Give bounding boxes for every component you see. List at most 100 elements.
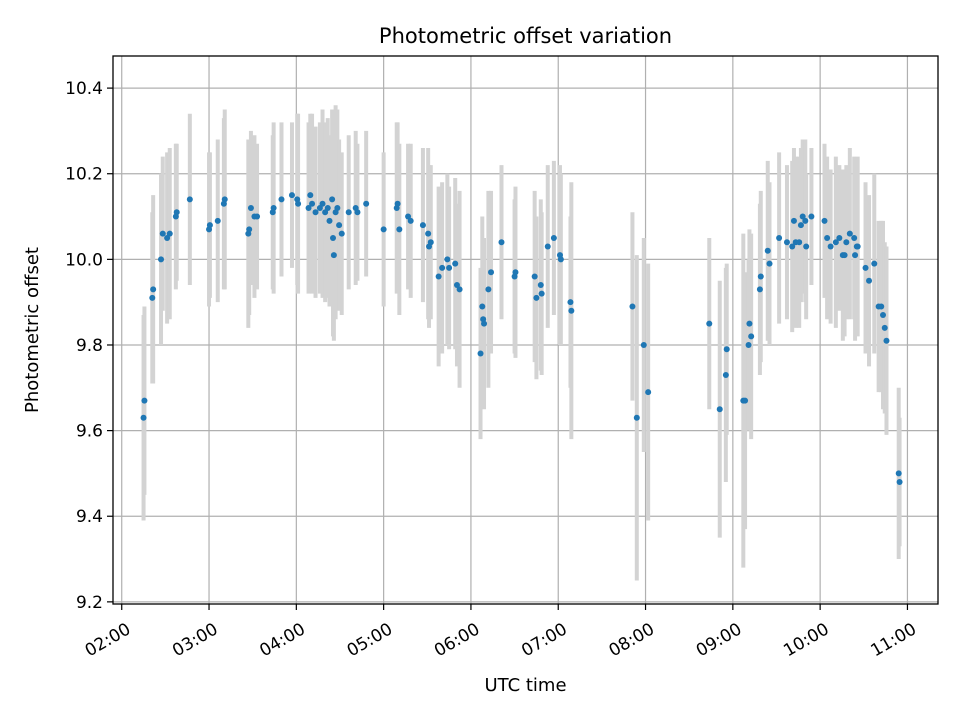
data-point	[538, 290, 545, 297]
data-point	[757, 273, 764, 280]
data-point	[363, 200, 370, 207]
data-point	[824, 234, 831, 241]
data-point	[846, 230, 853, 237]
data-point	[481, 320, 488, 327]
data-point	[640, 341, 647, 348]
data-point	[278, 196, 285, 203]
data-point	[862, 264, 869, 271]
data-point	[288, 192, 295, 199]
data-point	[338, 230, 345, 237]
data-point	[790, 217, 797, 224]
data-point	[557, 256, 564, 263]
data-point	[419, 222, 426, 229]
plot-frame	[112, 55, 939, 605]
data-points	[140, 192, 903, 485]
data-point	[140, 414, 147, 421]
data-point	[802, 217, 809, 224]
data-point	[723, 346, 730, 353]
data-point	[832, 239, 839, 246]
data-point	[425, 230, 432, 237]
data-point	[477, 350, 484, 357]
data-point	[537, 282, 544, 289]
data-point	[742, 397, 749, 404]
data-point	[803, 243, 810, 250]
data-point	[533, 294, 540, 301]
data-point	[821, 217, 828, 224]
data-point	[871, 260, 878, 267]
data-point	[567, 299, 574, 306]
data-point	[633, 414, 640, 421]
data-point	[866, 277, 873, 284]
data-point	[158, 256, 165, 263]
data-point	[334, 204, 341, 211]
data-point	[326, 217, 333, 224]
data-point	[329, 196, 336, 203]
data-point	[439, 264, 446, 271]
data-point	[645, 389, 652, 396]
y-tick-label: 9.6	[76, 422, 103, 442]
data-point	[878, 303, 885, 310]
y-tick-label: 9.8	[76, 336, 103, 356]
data-point	[883, 337, 890, 344]
data-point	[764, 247, 771, 254]
data-point	[159, 230, 166, 237]
data-point	[394, 200, 401, 207]
data-point	[827, 243, 834, 250]
data-point	[756, 286, 763, 293]
data-point	[716, 406, 723, 413]
y-tick-label: 9.4	[76, 507, 103, 527]
data-point	[745, 341, 752, 348]
data-point	[324, 204, 331, 211]
data-point	[319, 200, 326, 207]
x-axis-title: UTC time	[484, 675, 566, 696]
data-point	[141, 397, 148, 404]
y-tick-label: 10.4	[65, 79, 103, 99]
data-point	[748, 333, 755, 340]
data-point	[706, 320, 713, 327]
data-point	[896, 478, 903, 485]
data-point	[485, 286, 492, 293]
data-point	[880, 312, 886, 319]
data-point	[531, 273, 538, 280]
data-point	[305, 204, 312, 211]
data-point	[186, 196, 193, 203]
y-tick-label: 10.2	[65, 165, 103, 185]
data-point	[446, 264, 453, 271]
data-point	[380, 226, 387, 233]
data-point	[246, 226, 253, 233]
data-point	[336, 222, 343, 229]
data-point	[166, 230, 173, 237]
data-point	[150, 286, 157, 293]
data-point	[149, 294, 156, 301]
data-point	[797, 222, 804, 229]
data-point	[354, 209, 361, 216]
data-point	[783, 239, 790, 246]
data-point	[746, 320, 753, 327]
data-point	[836, 234, 843, 241]
y-tick-label: 9.2	[76, 593, 103, 613]
data-point	[854, 243, 861, 250]
data-point	[295, 200, 302, 207]
data-point	[722, 371, 729, 378]
data-point	[852, 252, 859, 259]
data-point	[851, 234, 858, 241]
data-point	[221, 196, 228, 203]
data-point	[435, 273, 442, 280]
data-point	[544, 243, 551, 250]
data-point	[808, 213, 815, 220]
data-point	[452, 260, 459, 267]
data-point	[427, 239, 434, 246]
data-point	[479, 303, 486, 310]
data-point	[206, 222, 213, 229]
data-point	[330, 234, 336, 241]
data-point	[568, 307, 575, 314]
plot-area	[113, 56, 938, 604]
y-axis-title: Photometric offset	[22, 247, 43, 413]
data-point	[270, 204, 277, 211]
data-point	[214, 217, 221, 224]
data-point	[173, 209, 180, 216]
data-point	[881, 324, 888, 331]
data-point	[488, 269, 495, 276]
data-point	[330, 252, 337, 259]
